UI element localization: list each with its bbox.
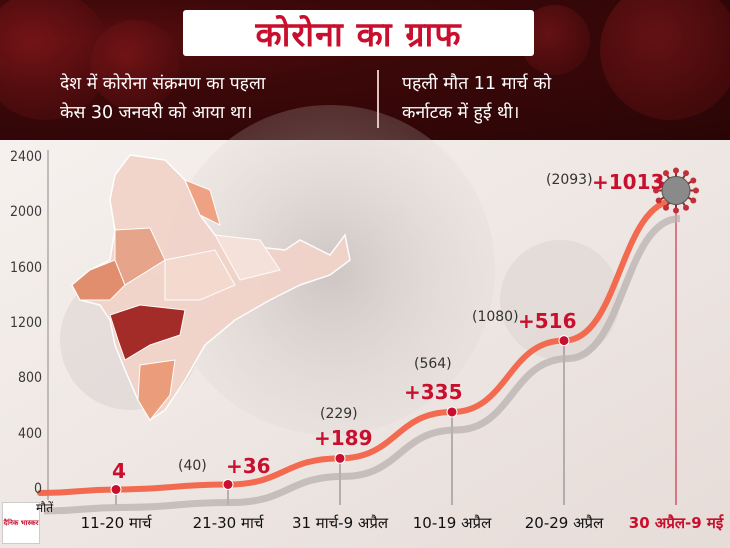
y-tick-label: 1600 — [9, 259, 42, 276]
increase-label: +516 — [518, 308, 577, 333]
india-map — [71, 154, 351, 422]
series-line-shadow — [43, 214, 681, 515]
x-tick-label: 31 मार्च-9 अप्रैल — [291, 514, 389, 532]
x-tick-label: 21-30 मार्च — [192, 514, 264, 532]
data-point — [222, 478, 234, 490]
data-point — [558, 335, 570, 347]
increase-label: +1013 — [592, 170, 665, 195]
note-first-death-line-2: कर्नाटक में हुई थी। — [402, 103, 520, 123]
data-point — [110, 483, 122, 495]
y-tick-label: 400 — [17, 425, 42, 442]
cumulative-label: (40) — [178, 458, 207, 475]
increase-label: 4 — [112, 459, 126, 484]
y-tick-label: 2000 — [9, 204, 42, 221]
x-tick-label: 20-29 अप्रैल — [524, 514, 604, 532]
note-first-death-line-1: पहली मौत 11 मार्च को — [402, 74, 552, 94]
header-banner: कोरोना का ग्राफ देश में कोरोना संक्रमण क… — [0, 0, 730, 140]
note-first-case-line-1: देश में कोरोना संक्रमण का पहला — [60, 74, 266, 94]
series-line — [37, 197, 679, 496]
cumulative-label: (2093) — [546, 172, 593, 189]
cumulative-label: (229) — [320, 406, 358, 423]
y-tick-label: 2400 — [9, 149, 42, 165]
note-first-case: देश में कोरोना संक्रमण का पहला केस 30 जन… — [60, 70, 265, 128]
brand-logo: दैनिक भास्कर — [2, 502, 40, 544]
virus-decoration — [600, 0, 730, 120]
increase-label: +335 — [404, 379, 463, 404]
note-first-death: पहली मौत 11 मार्च को कर्नाटक में हुई थी। — [402, 70, 551, 128]
virus-icon — [653, 167, 699, 214]
page-title: कोरोना का ग्राफ — [255, 15, 462, 55]
x-tick-label: 30 अप्रैल-9 मई — [628, 514, 724, 532]
data-point — [334, 452, 346, 464]
note-divider — [377, 70, 379, 128]
y-tick-label: 0 — [33, 481, 42, 497]
y-axis-label: मौतें — [36, 501, 54, 515]
note-first-case-line-2: केस 30 जनवरी को आया था। — [60, 103, 253, 123]
cumulative-label: (564) — [414, 355, 452, 372]
data-point — [446, 406, 458, 418]
increase-label: +189 — [314, 426, 373, 451]
y-tick-label: 800 — [17, 370, 42, 387]
increase-label: +36 — [226, 454, 271, 479]
virus-decoration — [90, 20, 180, 110]
y-tick-label: 1200 — [9, 315, 42, 331]
x-tick-label: 11-20 मार्च — [80, 514, 152, 532]
title-box: कोरोना का ग्राफ — [183, 10, 534, 56]
cumulative-label: (1080) — [472, 308, 519, 325]
brand-logo-text: दैनिक भास्कर — [3, 518, 39, 527]
x-tick-label: 10-19 अप्रैल — [412, 514, 492, 532]
